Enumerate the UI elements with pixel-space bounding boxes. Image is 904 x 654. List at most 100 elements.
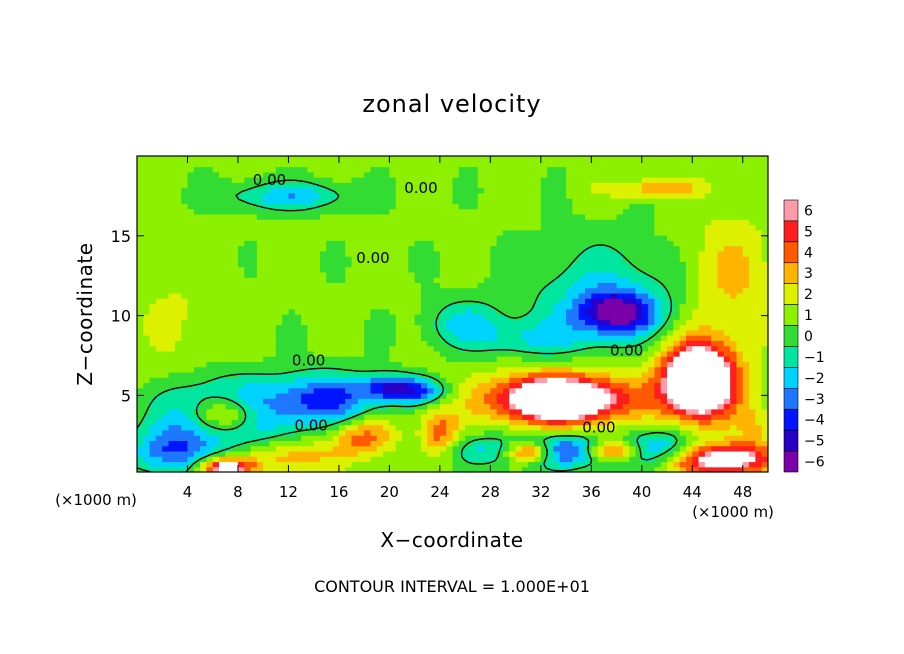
field-cell <box>484 250 491 257</box>
field-cell <box>395 319 403 326</box>
field-cell <box>200 198 208 204</box>
field-cell <box>225 335 233 341</box>
field-cell <box>484 445 491 452</box>
field-cell <box>515 256 523 262</box>
field-cell <box>521 245 529 252</box>
field-cell <box>521 456 529 463</box>
field-cell <box>553 329 561 336</box>
field-cell <box>389 424 397 431</box>
field-cell <box>288 450 296 457</box>
field-cell <box>187 187 195 194</box>
field-cell <box>376 424 384 431</box>
field-cell <box>427 219 435 226</box>
field-cell <box>509 261 517 268</box>
field-cell <box>616 219 624 226</box>
field-cell <box>509 329 517 336</box>
field-cell <box>389 356 397 362</box>
field-cell <box>332 219 340 226</box>
field-cell <box>187 429 195 436</box>
field-cell <box>629 156 637 162</box>
field-cell <box>137 287 144 294</box>
field-cell <box>332 298 340 305</box>
field-cell <box>547 235 555 241</box>
field-cell <box>143 424 151 431</box>
field-cell <box>629 329 637 336</box>
field-cell <box>635 177 643 183</box>
field-cell <box>597 303 605 310</box>
field-cell <box>427 319 435 326</box>
field-cell <box>452 198 460 204</box>
field-cell <box>465 219 473 226</box>
field-cell <box>629 271 637 278</box>
field-cell <box>547 398 555 405</box>
field-cell <box>313 298 321 305</box>
field-cell <box>162 445 170 452</box>
field-cell <box>458 314 466 320</box>
field-cell <box>307 435 315 441</box>
field-cell <box>338 456 346 463</box>
field-cell <box>357 398 365 405</box>
field-cell <box>578 229 586 236</box>
field-cell <box>622 240 630 247</box>
field-cell <box>591 398 599 405</box>
field-cell <box>294 387 302 394</box>
field-cell <box>540 213 548 220</box>
field-cell <box>484 161 491 168</box>
field-cell <box>446 308 454 315</box>
field-cell <box>193 340 201 347</box>
field-cell <box>395 329 403 336</box>
field-cell <box>200 166 208 173</box>
field-cell <box>540 161 548 168</box>
field-cell <box>566 229 573 236</box>
field-cell <box>155 377 163 384</box>
field-cell <box>578 182 586 189</box>
field-cell <box>509 156 517 162</box>
field-cell <box>465 182 473 189</box>
field-cell <box>162 314 170 320</box>
field-cell <box>326 366 334 373</box>
field-cell <box>168 456 176 463</box>
field-cell <box>370 282 378 289</box>
field-cell <box>420 235 428 241</box>
field-cell <box>610 393 618 399</box>
field-cell <box>585 203 592 210</box>
field-cell <box>622 440 630 447</box>
field-cell <box>591 298 599 305</box>
field-cell <box>187 414 195 420</box>
field-cell <box>231 177 239 183</box>
field-cell <box>294 466 302 472</box>
field-cell <box>143 277 151 283</box>
field-cell <box>622 250 630 257</box>
field-cell <box>452 224 460 231</box>
field-cell <box>566 187 573 194</box>
field-cell <box>319 377 327 384</box>
field-cell <box>465 192 473 199</box>
field-cell <box>414 408 422 415</box>
field-cell <box>402 261 409 268</box>
field-cell <box>540 335 548 341</box>
field-cell <box>439 324 447 331</box>
field-cell <box>597 377 605 384</box>
field-cell <box>326 266 334 273</box>
field-cell <box>338 440 346 447</box>
field-cell <box>402 329 409 336</box>
field-cell <box>585 456 592 463</box>
field-cell <box>446 266 454 273</box>
field-cell <box>174 387 182 394</box>
field-cell <box>256 245 264 252</box>
field-cell <box>654 414 662 420</box>
field-cell <box>629 345 637 352</box>
field-cell <box>269 419 277 426</box>
field-cell <box>427 198 435 204</box>
field-cell <box>200 361 208 368</box>
field-cell <box>629 198 637 204</box>
field-cell <box>275 208 283 215</box>
field-cell <box>654 208 662 215</box>
field-cell <box>376 308 384 315</box>
field-cell <box>566 261 573 268</box>
field-cell <box>351 340 359 347</box>
field-cell <box>610 229 618 236</box>
field-cell <box>654 292 662 299</box>
field-cell <box>446 303 454 310</box>
field-cell <box>193 445 201 452</box>
